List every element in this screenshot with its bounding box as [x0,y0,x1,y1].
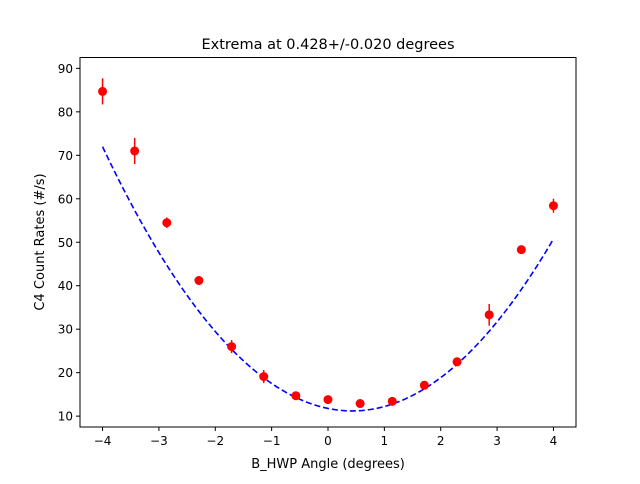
plot-frame [79,57,577,428]
x-tick-label: −2 [206,434,224,448]
chart-title: Extrema at 0.428+/-0.020 degrees [201,37,454,53]
x-tick-label: 4 [550,434,558,448]
plot-layer [98,78,558,412]
data-point [162,218,172,228]
x-tick-label: 1 [381,434,389,448]
data-point [130,146,140,156]
x-tick-label: 2 [437,434,445,448]
y-tick-label: 10 [58,410,73,424]
y-axis-ticks: 10 20 30 40 50 60 70 80 90 [58,62,80,424]
data-point [516,245,526,255]
x-tick-label: 3 [493,434,501,448]
y-tick-label: 80 [58,105,73,119]
data-point [323,395,333,405]
data-point [355,399,365,409]
data-point [98,86,108,96]
data-point [452,357,462,367]
data-point [387,396,397,406]
x-tick-label: 0 [324,434,332,448]
y-tick-label: 60 [58,192,73,206]
data-point [419,380,429,390]
data-point [484,310,494,320]
y-tick-label: 20 [58,366,73,380]
y-tick-label: 40 [58,279,73,293]
data-point [194,276,204,286]
x-axis-label: B_HWP Angle (degrees) [251,457,405,472]
data-point [227,342,237,352]
y-tick-label: 90 [58,62,73,76]
data-point [291,391,301,401]
data-point [548,201,558,211]
y-tick-label: 50 [58,236,73,250]
x-tick-label: −4 [94,434,112,448]
x-tick-label: −3 [150,434,168,448]
fit-curve [101,146,555,412]
y-axis-label: C4 Count Rates (#/s) [33,173,48,310]
x-axis-ticks: −4 −3 −2 −1 0 1 2 3 4 [94,427,558,448]
x-tick-label: −1 [263,434,281,448]
y-tick-label: 30 [58,323,73,337]
data-point [259,372,269,382]
y-tick-label: 70 [58,149,73,163]
